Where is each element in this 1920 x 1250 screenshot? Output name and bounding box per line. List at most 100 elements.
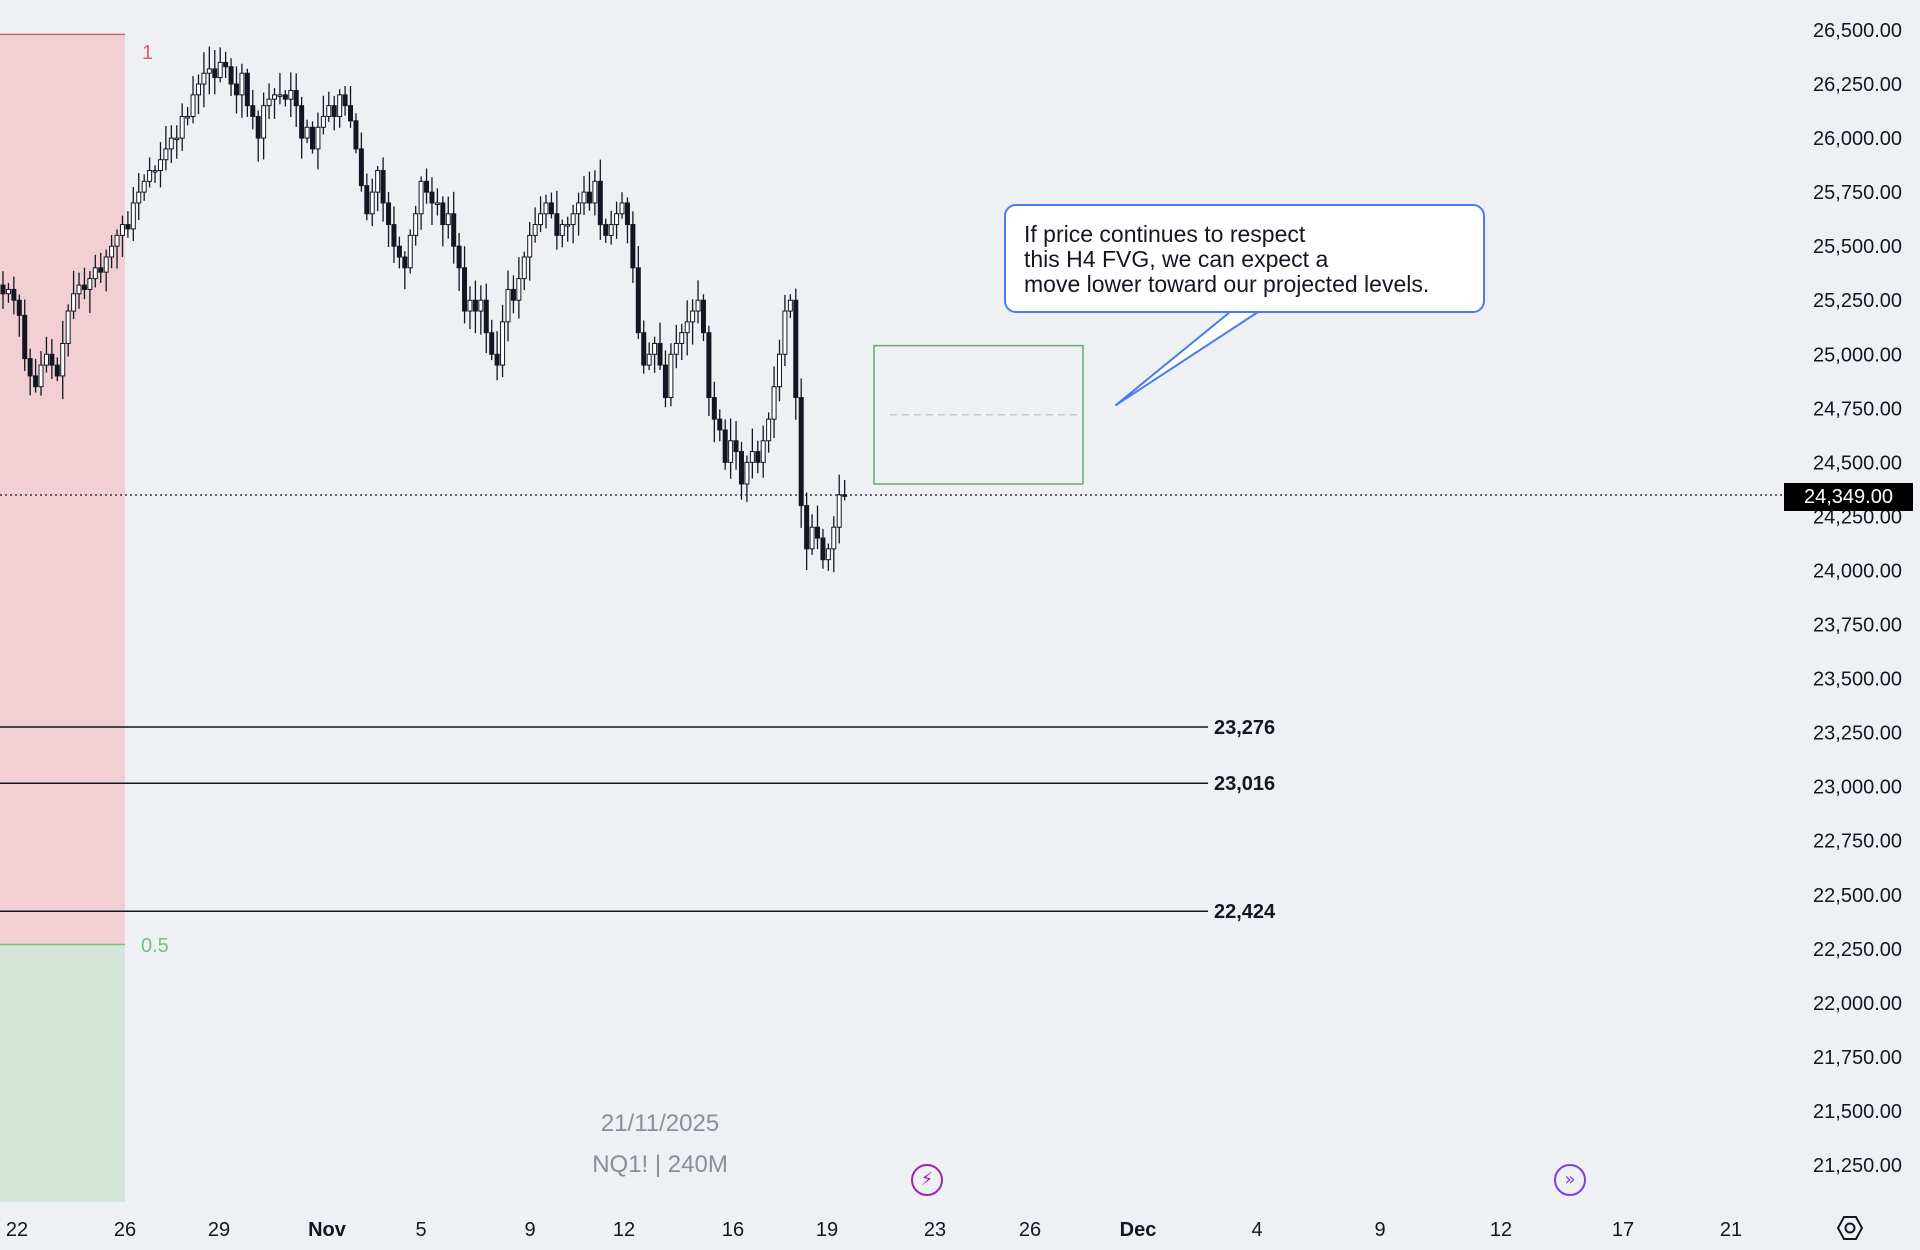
candle-body: [668, 353, 674, 399]
candle-body: [494, 353, 500, 366]
candle-body: [33, 375, 39, 388]
candle-body: [54, 364, 60, 377]
candle-body: [744, 461, 750, 485]
candle-body: [586, 191, 592, 204]
candle-body: [244, 72, 250, 107]
candle-body: [103, 256, 109, 273]
time-axis-tick: 19: [816, 1219, 838, 1241]
callout-line: If price continues to respect: [1024, 221, 1306, 247]
price-axis-tick: 24,250.00: [1813, 506, 1902, 528]
lightning-icon[interactable]: ⚡: [911, 1164, 943, 1196]
candle-body: [185, 115, 191, 119]
candle-body: [87, 278, 93, 290]
candle-body: [76, 284, 82, 295]
candle-body: [673, 342, 679, 355]
candle-body: [624, 202, 630, 226]
candle-body: [434, 202, 440, 205]
candle-body: [706, 332, 712, 399]
price-axis-tick: 24,000.00: [1813, 560, 1902, 582]
time-axis-tick: 9: [1374, 1219, 1385, 1241]
candle-body: [136, 191, 142, 204]
candle-body: [749, 451, 755, 463]
candle-body: [98, 267, 104, 273]
candle-body: [429, 191, 435, 204]
candle-body: [358, 148, 364, 187]
candle-body: [195, 83, 201, 96]
candle-body: [652, 342, 658, 355]
candle-body: [581, 191, 587, 204]
time-axis-tick: 12: [613, 1219, 635, 1241]
candle-body: [787, 299, 793, 312]
candle-body: [679, 332, 685, 344]
candle-body: [451, 213, 457, 247]
time-axis-tick: 23: [924, 1219, 946, 1241]
candle-body: [782, 310, 788, 355]
candle-body: [516, 278, 522, 301]
candle-body: [738, 451, 744, 485]
candle-body: [396, 245, 402, 258]
candle-body: [635, 267, 641, 334]
candle-body: [402, 256, 408, 269]
candle-body: [27, 358, 33, 377]
price-axis-tick: 22,500.00: [1813, 885, 1902, 907]
candle-body: [521, 256, 527, 280]
target-level-label: 23,016: [1214, 773, 1275, 795]
scroll-to-realtime-icon[interactable]: »: [1554, 1164, 1586, 1196]
candle-body: [60, 342, 66, 377]
candle-body: [722, 429, 728, 463]
candle-body: [424, 180, 430, 193]
candle-body: [5, 288, 11, 295]
time-axis-tick: 21: [1720, 1219, 1742, 1241]
candle-body: [228, 66, 234, 85]
candle-body: [831, 526, 837, 550]
time-axis-tick: Dec: [1120, 1219, 1157, 1241]
candle-body: [168, 137, 174, 150]
callout-pointer: [1115, 311, 1259, 406]
candle-body: [141, 180, 147, 193]
candle-body: [755, 451, 761, 463]
price-axis-tick: 25,250.00: [1813, 290, 1902, 312]
candle-body: [815, 526, 820, 539]
candle-body: [223, 61, 229, 68]
candle-body: [440, 202, 446, 226]
fvg-zone[interactable]: [873, 344, 1084, 485]
candle-body: [217, 61, 223, 79]
candle-body: [147, 170, 153, 182]
candle-body: [369, 191, 375, 215]
candle-body: [342, 94, 348, 107]
candle-body: [331, 105, 337, 117]
candle-body: [771, 386, 777, 420]
target-level-label: 23,276: [1214, 717, 1275, 739]
candle-body: [282, 94, 288, 100]
candle-body: [603, 224, 609, 236]
candle-body: [690, 310, 696, 323]
candle-body: [472, 299, 478, 312]
settings-gear-icon[interactable]: [1836, 1214, 1864, 1242]
candle-body: [619, 202, 625, 215]
analysis-callout[interactable]: If price continues to respect this H4 FV…: [1004, 204, 1485, 313]
candle-body: [489, 332, 495, 355]
candle-body: [250, 105, 256, 117]
price-axis-tick: 26,000.00: [1813, 128, 1902, 150]
candle-body: [825, 548, 831, 561]
price-axis-tick: 21,500.00: [1813, 1101, 1902, 1123]
candle-body: [793, 299, 799, 399]
candle-body: [304, 126, 310, 139]
candle-body: [820, 537, 826, 561]
time-axis-tick: 26: [114, 1219, 136, 1241]
candle-body: [386, 202, 392, 226]
time-axis-tick: 26: [1019, 1219, 1041, 1241]
candle-body: [717, 418, 723, 431]
candle-body: [326, 105, 332, 117]
candle-body: [407, 234, 413, 269]
candle-body: [11, 288, 17, 301]
candle-body: [510, 288, 516, 301]
candle-body: [657, 342, 663, 366]
price-axis-tick: 26,250.00: [1813, 74, 1902, 96]
candle-body: [614, 213, 620, 226]
candle-body: [174, 137, 180, 141]
candle-body: [445, 213, 451, 226]
candle-body: [179, 115, 185, 139]
candle-body: [608, 224, 614, 236]
